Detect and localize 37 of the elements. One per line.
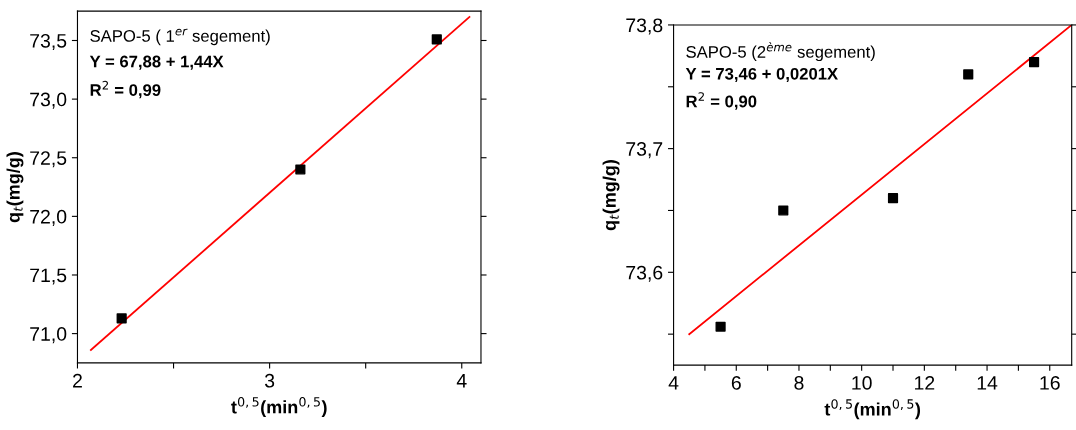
x-tick-label: 4 bbox=[668, 376, 679, 390]
x-tick-label: 8 bbox=[794, 376, 804, 390]
y-axis-title: q$_{t}$(mg/g) bbox=[602, 160, 620, 231]
point bbox=[1028, 56, 1040, 68]
point bbox=[295, 164, 306, 175]
x-tick-label: 12 bbox=[915, 376, 935, 390]
x-axis-title: t$^{0,5}$(min$^{0,5}$) bbox=[231, 397, 327, 418]
y-tick-label: 73,6 bbox=[626, 265, 663, 282]
y-tick-label: 71,5 bbox=[30, 268, 67, 285]
point bbox=[887, 193, 899, 204]
annotation: SAPO-5 ( 1$^{er}$ segement) bbox=[90, 28, 270, 46]
y-tick-label: 73,0 bbox=[30, 92, 67, 109]
point bbox=[431, 34, 442, 45]
annotation: Y = 67,88 + 1,44X bbox=[89, 55, 224, 70]
y-tick-label: 73,5 bbox=[30, 33, 67, 51]
x-tick-label: 10 bbox=[852, 376, 872, 390]
point bbox=[778, 205, 789, 216]
x-tick-label: 16 bbox=[1040, 376, 1060, 390]
y-tick-label: 73,8 bbox=[626, 18, 663, 35]
x-tick-label: 2 bbox=[73, 373, 82, 388]
y-tick-label: 72,0 bbox=[30, 209, 67, 226]
point bbox=[715, 321, 726, 332]
annotation: R$^{2}$ = 0,90 bbox=[686, 92, 757, 110]
x-axis-title: t$^{0,5}$(min$^{0,5}$) bbox=[824, 399, 921, 420]
x-tick-label: 14 bbox=[977, 376, 998, 390]
point bbox=[116, 313, 127, 324]
y-tick-label: 73,7 bbox=[626, 142, 663, 159]
point bbox=[963, 69, 974, 80]
x-tick-label: 3 bbox=[264, 373, 275, 388]
annotation: SAPO-5 (2$^{ème}$ segement) bbox=[686, 41, 875, 62]
y-tick-label: 72,5 bbox=[30, 151, 67, 168]
y-tick-label: 71,0 bbox=[30, 327, 67, 344]
y-axis-title: q$_{t}$(mg/g) bbox=[6, 152, 24, 223]
annotation: Y = 73,46 + 0,0201X bbox=[685, 67, 838, 83]
x-tick-label: 4 bbox=[456, 374, 467, 388]
annotation: R$^{2}$ = 0,99 bbox=[90, 80, 161, 99]
x-tick-label: 6 bbox=[731, 376, 741, 390]
